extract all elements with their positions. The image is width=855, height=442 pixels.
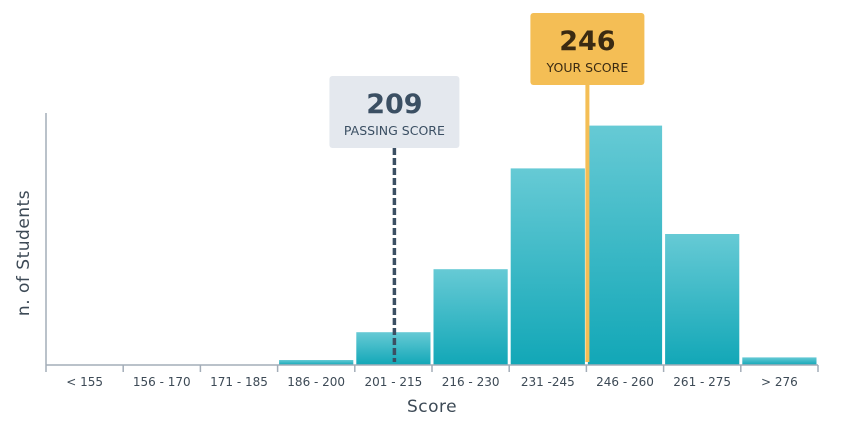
score-markers: 209 PASSING SCORE 246 YOUR SCORE: [329, 13, 645, 362]
yours-score-marker: 246 YOUR SCORE: [530, 13, 645, 362]
tick-label: 216 - 230: [442, 375, 500, 389]
bar-5: [433, 269, 508, 365]
tick-label: < 155: [66, 375, 103, 389]
bar-9: [742, 357, 817, 365]
y-axis-title: n. of Students: [14, 190, 34, 316]
x-axis-title: Score: [407, 397, 457, 417]
bar-8: [665, 234, 740, 365]
bar-7: [587, 125, 663, 365]
bar-3: [279, 360, 354, 365]
tick-label: 171 - 185: [210, 375, 268, 389]
tick-label: 246 - 260: [596, 375, 654, 389]
passing-score-marker: 209 PASSING SCORE: [329, 76, 460, 362]
x-ticks: < 155 156 - 170 171 - 185 186 - 200 201 - 21…: [45, 365, 819, 389]
yours-score-label: YOUR SCORE: [546, 60, 629, 75]
yours-score-value: 246: [559, 26, 615, 57]
tick-label: 186 - 200: [287, 375, 345, 389]
passing-score-box: [329, 76, 460, 148]
tick-label: 261 - 275: [673, 375, 731, 389]
tick-label: > 276: [761, 375, 798, 389]
passing-score-label: PASSING SCORE: [344, 123, 445, 138]
tick-label: 231 -245: [521, 375, 575, 389]
tick-label: 201 - 215: [365, 375, 423, 389]
yours-score-box: [530, 13, 645, 85]
bar-6: [510, 168, 585, 365]
tick-label: 156 - 170: [133, 375, 191, 389]
bars: [279, 125, 817, 365]
passing-score-value: 209: [366, 89, 422, 120]
